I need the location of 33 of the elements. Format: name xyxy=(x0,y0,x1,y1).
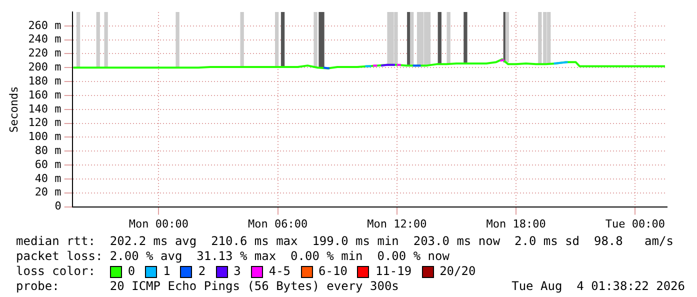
x-tick-label: Tue 00:00 xyxy=(605,217,666,230)
y-tick-label: 260 m xyxy=(28,18,62,32)
y-axis-title: Seconds xyxy=(7,86,20,133)
text: median rtt: 202.2 ms avg 210.6 ms max 199.0 ms min 203.0 ms now 2.0 ms sd 98.8 am/s xyxy=(16,234,674,249)
x-tick-label: Mon 12:00 xyxy=(367,217,427,230)
y-tick-label: 200 m xyxy=(28,60,62,74)
y-tick-label: 80 m xyxy=(34,144,62,157)
x-tick-label: Mon 06:00 xyxy=(248,217,308,230)
legend-label: 1 xyxy=(163,264,170,279)
y-tick-label: 140 m xyxy=(28,102,62,116)
x-tick-label: Mon 18:00 xyxy=(486,217,546,230)
x-tick-label: Mon 00:00 xyxy=(128,217,188,230)
legend-label: 0 xyxy=(128,264,136,279)
y-tick-label: 220 m xyxy=(28,46,62,60)
text: Tue Aug 4 01:38:22 2026 xyxy=(512,279,685,294)
legend-label: 2 xyxy=(198,264,206,279)
y-tick-label: 180 m xyxy=(28,74,62,88)
legend-label: 3 xyxy=(234,264,241,279)
y-tick-label: 40 m xyxy=(34,172,62,185)
y-tick-label: 160 m xyxy=(28,88,62,102)
text: packet loss: 2.00 % avg 31.13 % max 0.00 % min 0.00 % now xyxy=(16,249,450,264)
text: probe: 20 ICMP Echo Pings (56 Bytes) every 300s xyxy=(16,279,399,294)
y-tick-label: 100 m xyxy=(28,130,62,144)
legend-title: loss color: xyxy=(16,264,96,279)
legend-label: 4-5 xyxy=(268,264,291,279)
y-tick-label: 60 m xyxy=(34,158,62,171)
y-tick-label: 0 xyxy=(54,200,62,213)
y-tick-label: 20 m xyxy=(34,186,62,199)
legend-label: 11-19 xyxy=(375,264,412,279)
y-tick-label: 120 m xyxy=(28,116,62,130)
legend-label: 6-10 xyxy=(318,264,348,279)
legend-label: 20/20 xyxy=(440,264,476,279)
y-tick-label: 240 m xyxy=(28,32,62,46)
